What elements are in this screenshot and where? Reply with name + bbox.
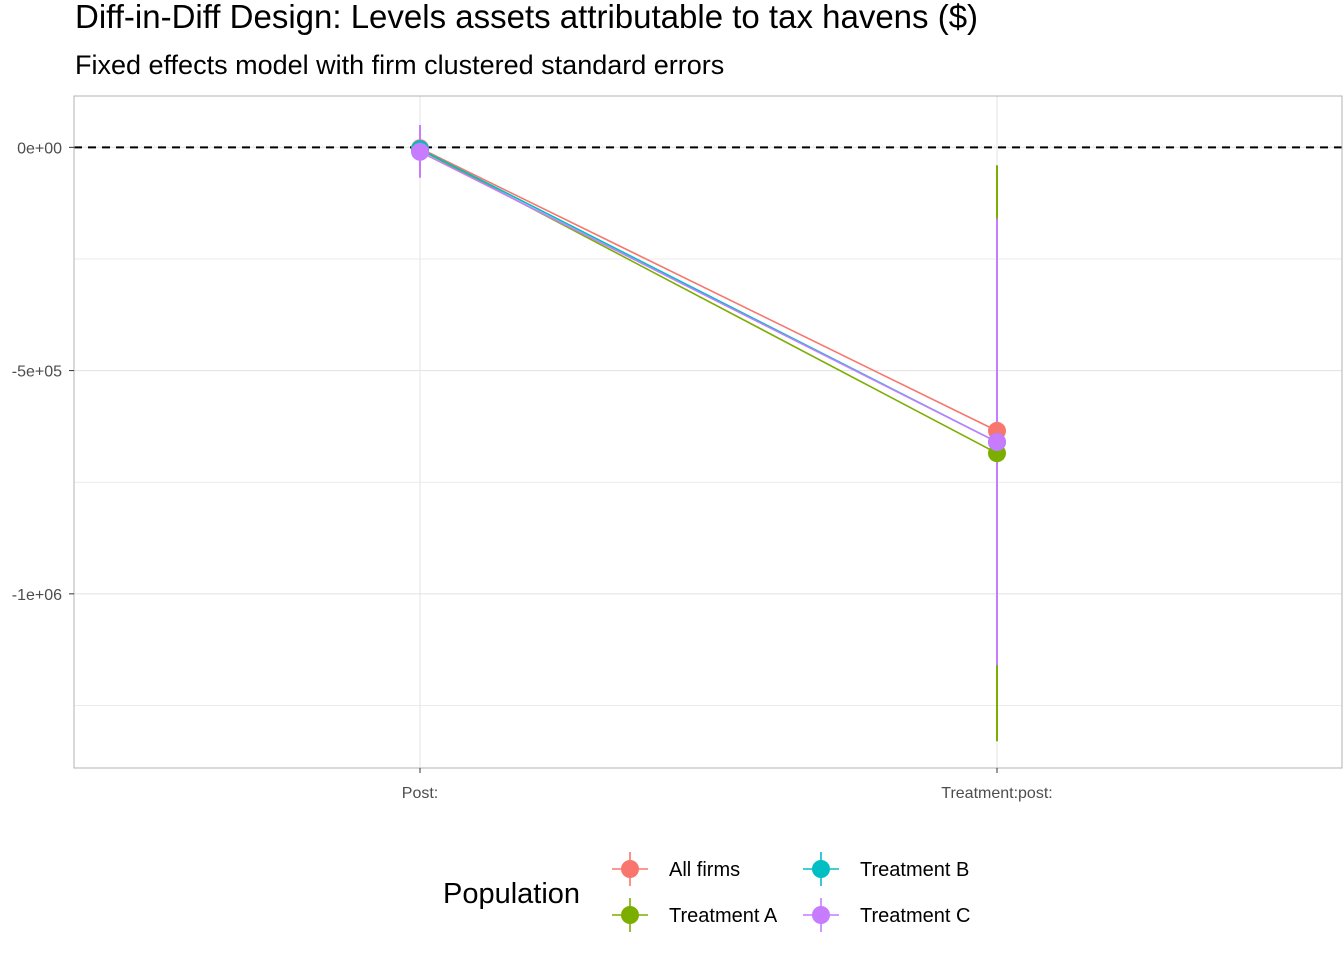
legend-label-treatment-a: Treatment A [669, 905, 778, 927]
series-line-treatment-c [419, 151, 998, 443]
plot-border [73, 95, 1343, 769]
y-axis: 0e+00 -5e+05 -1e+06 [12, 140, 74, 604]
point-treatment-c-1 [988, 433, 1006, 452]
legend-key-point-treatment-b [812, 860, 830, 878]
legend-label-all-firms: All firms [669, 859, 740, 881]
y-tick-label: -5e+05 [12, 364, 62, 381]
legend-key-point-all-firms [621, 860, 639, 878]
legend-key-point-treatment-c [812, 906, 830, 924]
plot-panel [74, 96, 1342, 768]
legend-label-treatment-c: Treatment C [860, 905, 970, 927]
chart-subtitle: Fixed effects model with firm clustered … [75, 50, 724, 80]
y-tick-label: -1e+06 [12, 587, 62, 604]
y-tick-label: 0e+00 [17, 140, 62, 157]
legend: Population All firms Treatment A Treatment… [443, 852, 970, 932]
x-axis: Post: Treatment:post: [402, 768, 1053, 802]
series-layer [411, 125, 1006, 742]
point-treatment-c-0 [411, 142, 429, 161]
legend-title: Population [443, 878, 580, 910]
x-tick-label: Post: [402, 785, 438, 802]
x-tick-label: Treatment:post: [941, 785, 1052, 802]
chart-title: Diff-in-Diff Design: Levels assets attri… [75, 0, 978, 35]
legend-label-treatment-b: Treatment B [860, 859, 969, 881]
legend-key-point-treatment-a [621, 906, 639, 924]
series-line-all-firms [419, 147, 998, 432]
